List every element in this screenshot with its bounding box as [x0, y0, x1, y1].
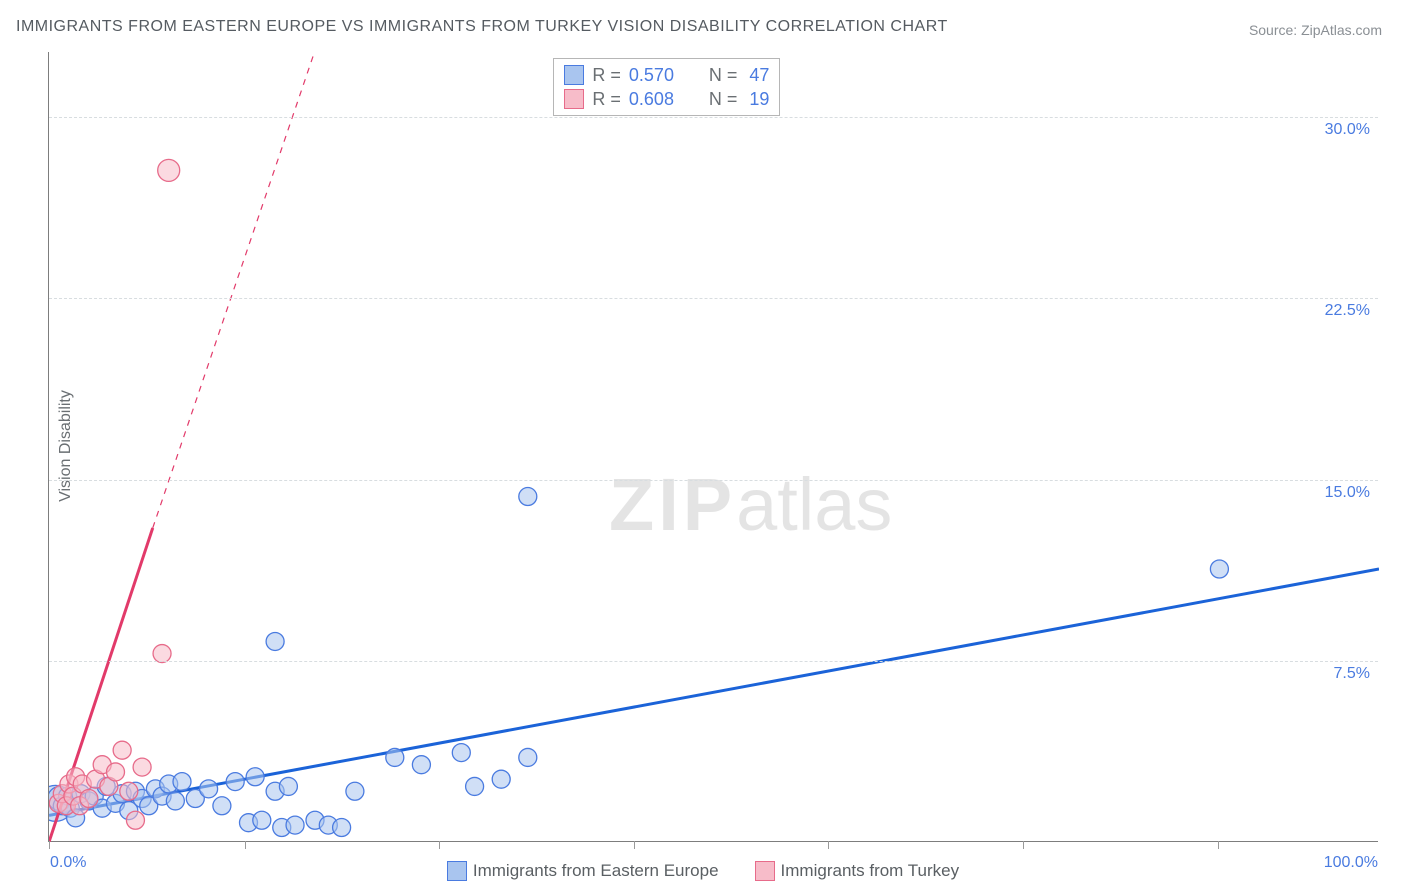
data-point [200, 780, 218, 798]
legend-row: R = 0.570 N = 47 [564, 63, 769, 87]
data-point [492, 770, 510, 788]
legend-series-label: Immigrants from Eastern Europe [473, 861, 719, 881]
y-tick-label: 7.5% [1334, 665, 1370, 683]
legend-correlation: R = 0.570 N = 47 R = 0.608 N = 19 [553, 58, 780, 116]
legend-n-label: N = [709, 63, 738, 87]
data-point [1210, 560, 1228, 578]
data-point [519, 748, 537, 766]
data-point [173, 773, 191, 791]
legend-series-label: Immigrants from Turkey [781, 861, 960, 881]
legend-swatch [564, 89, 584, 109]
data-point [107, 763, 125, 781]
data-point [253, 811, 271, 829]
data-point [166, 792, 184, 810]
data-point [113, 741, 131, 759]
x-tick [634, 841, 635, 849]
data-point [519, 488, 537, 506]
regression-line-dashed [153, 52, 342, 528]
legend-n-label: N = [709, 87, 738, 111]
chart-plot-area: ZIPatlas 7.5%15.0%22.5%30.0% [48, 52, 1378, 842]
data-point [133, 758, 151, 776]
data-point [213, 797, 231, 815]
x-tick [1218, 841, 1219, 849]
chart-svg [49, 52, 1379, 842]
data-point [80, 790, 98, 808]
x-tick [439, 841, 440, 849]
legend-swatch [564, 65, 584, 85]
legend-n-value: 19 [749, 87, 769, 111]
x-tick [828, 841, 829, 849]
legend-bottom-item: Immigrants from Eastern Europe [447, 861, 719, 881]
x-tick [245, 841, 246, 849]
data-point [386, 748, 404, 766]
legend-r-label: R = [592, 63, 621, 87]
data-point [333, 819, 351, 837]
grid-line-h [49, 661, 1378, 662]
data-point [266, 632, 284, 650]
x-tick [1023, 841, 1024, 849]
legend-swatch [755, 861, 775, 881]
legend-r-value: 0.608 [629, 87, 689, 111]
legend-row: R = 0.608 N = 19 [564, 87, 769, 111]
chart-title: IMMIGRANTS FROM EASTERN EUROPE VS IMMIGR… [16, 18, 948, 36]
legend-r-value: 0.570 [629, 63, 689, 87]
source-label: Source: ZipAtlas.com [1249, 22, 1382, 38]
legend-swatch [447, 861, 467, 881]
y-tick-label: 22.5% [1325, 302, 1370, 320]
data-point [126, 811, 144, 829]
data-point [246, 768, 264, 786]
legend-r-label: R = [592, 87, 621, 111]
data-point [466, 777, 484, 795]
x-tick [49, 841, 50, 849]
data-point [226, 773, 244, 791]
y-tick-label: 30.0% [1325, 121, 1370, 139]
legend-bottom-item: Immigrants from Turkey [755, 861, 960, 881]
grid-line-h [49, 298, 1378, 299]
data-point [158, 159, 180, 181]
data-point [120, 782, 138, 800]
grid-line-h [49, 480, 1378, 481]
grid-line-h [49, 117, 1378, 118]
y-tick-label: 15.0% [1325, 484, 1370, 502]
data-point [412, 756, 430, 774]
legend-series: Immigrants from Eastern Europe Immigrants… [0, 861, 1406, 886]
data-point [346, 782, 364, 800]
data-point [286, 816, 304, 834]
data-point [452, 744, 470, 762]
legend-n-value: 47 [749, 63, 769, 87]
data-point [279, 777, 297, 795]
